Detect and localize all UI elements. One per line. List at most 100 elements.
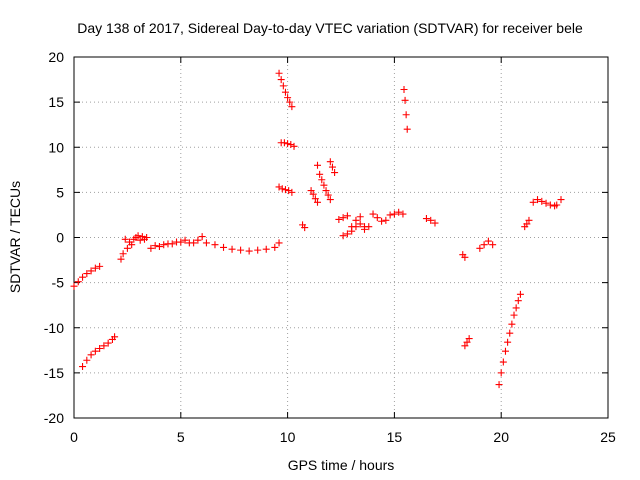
x-tick-label: 25: [600, 429, 616, 445]
data-point: [326, 196, 334, 204]
data-point: [546, 201, 554, 209]
data-point: [402, 111, 410, 119]
data-point: [431, 219, 439, 227]
data-point: [352, 216, 360, 224]
data-point: [134, 232, 142, 240]
data-point: [228, 245, 236, 253]
data-point: [506, 329, 514, 337]
data-point: [343, 212, 351, 220]
x-tick-label: 20: [493, 429, 509, 445]
data-point: [91, 264, 99, 272]
x-tick-label: 0: [70, 429, 78, 445]
data-point: [316, 170, 324, 178]
data-point: [373, 214, 381, 222]
data-point: [516, 290, 524, 298]
data-point: [281, 186, 289, 194]
data-point: [288, 103, 296, 111]
chart-title: Day 138 of 2017, Sidereal Day-to-day VTE…: [77, 20, 583, 36]
y-tick-label: 10: [48, 139, 64, 155]
data-point: [348, 223, 356, 231]
data-point: [254, 246, 262, 254]
data-point: [96, 262, 104, 270]
x-tick-label: 15: [387, 429, 403, 445]
data-point: [399, 210, 407, 218]
y-tick-label: 0: [56, 230, 64, 246]
data-point: [382, 216, 390, 224]
data-point: [181, 236, 189, 244]
data-point: [271, 243, 279, 251]
data-point: [100, 342, 108, 350]
data-series: [70, 69, 565, 389]
data-point: [278, 185, 286, 193]
data-point: [104, 339, 112, 347]
data-point: [275, 69, 283, 77]
data-point: [378, 217, 386, 225]
y-tick-label: -10: [44, 320, 64, 336]
y-axis-label: SDTVAR / TECUs: [7, 181, 23, 293]
data-point: [285, 187, 293, 195]
data-point: [499, 358, 507, 366]
data-point: [360, 225, 368, 233]
data-point: [553, 201, 561, 209]
data-point: [211, 241, 219, 249]
data-point: [190, 239, 198, 247]
data-point: [117, 255, 125, 263]
data-point: [311, 195, 319, 203]
data-point: [284, 94, 292, 102]
data-point: [119, 250, 127, 258]
data-point: [320, 181, 328, 189]
data-point: [461, 342, 469, 350]
data-point: [365, 223, 373, 231]
data-point: [275, 239, 283, 247]
data-point: [335, 215, 343, 223]
data-point: [128, 241, 136, 249]
data-point: [489, 241, 497, 249]
data-point: [497, 369, 505, 377]
data-point: [328, 163, 336, 171]
data-point: [177, 238, 185, 246]
data-point: [480, 241, 488, 249]
data-point: [123, 244, 131, 252]
data-point: [91, 347, 99, 355]
data-point: [339, 214, 347, 222]
y-tick-label: -20: [44, 410, 64, 426]
data-point: [87, 351, 95, 359]
y-tick-label: 5: [56, 184, 64, 200]
data-point: [461, 253, 469, 261]
data-point: [111, 333, 119, 341]
data-point: [155, 243, 163, 251]
data-point: [168, 240, 176, 248]
data-point: [74, 278, 82, 286]
data-point: [121, 235, 129, 243]
data-point: [275, 183, 283, 191]
data-point: [301, 224, 309, 232]
data-point: [484, 237, 492, 245]
data-point: [79, 363, 87, 371]
data-point: [512, 304, 520, 312]
data-point: [96, 345, 104, 353]
data-point: [463, 338, 471, 346]
data-point: [465, 335, 473, 343]
y-tick-label: -15: [44, 365, 64, 381]
data-point: [287, 141, 295, 149]
data-point: [529, 198, 537, 206]
x-tick-label: 10: [280, 429, 296, 445]
data-point: [280, 139, 288, 147]
x-axis-label: GPS time / hours: [288, 457, 395, 473]
data-point: [143, 234, 151, 241]
data-point: [318, 176, 326, 184]
data-point: [281, 88, 289, 96]
data-point: [309, 190, 317, 198]
data-point: [422, 215, 430, 223]
data-point: [369, 210, 377, 218]
data-point: [538, 197, 546, 205]
data-point: [151, 242, 159, 250]
data-point: [277, 76, 285, 84]
data-point: [343, 230, 351, 238]
data-point: [279, 82, 287, 90]
x-tick-label: 5: [177, 429, 185, 445]
data-point: [523, 220, 531, 228]
data-point: [307, 187, 315, 195]
data-point: [331, 169, 339, 177]
data-point: [288, 188, 296, 196]
